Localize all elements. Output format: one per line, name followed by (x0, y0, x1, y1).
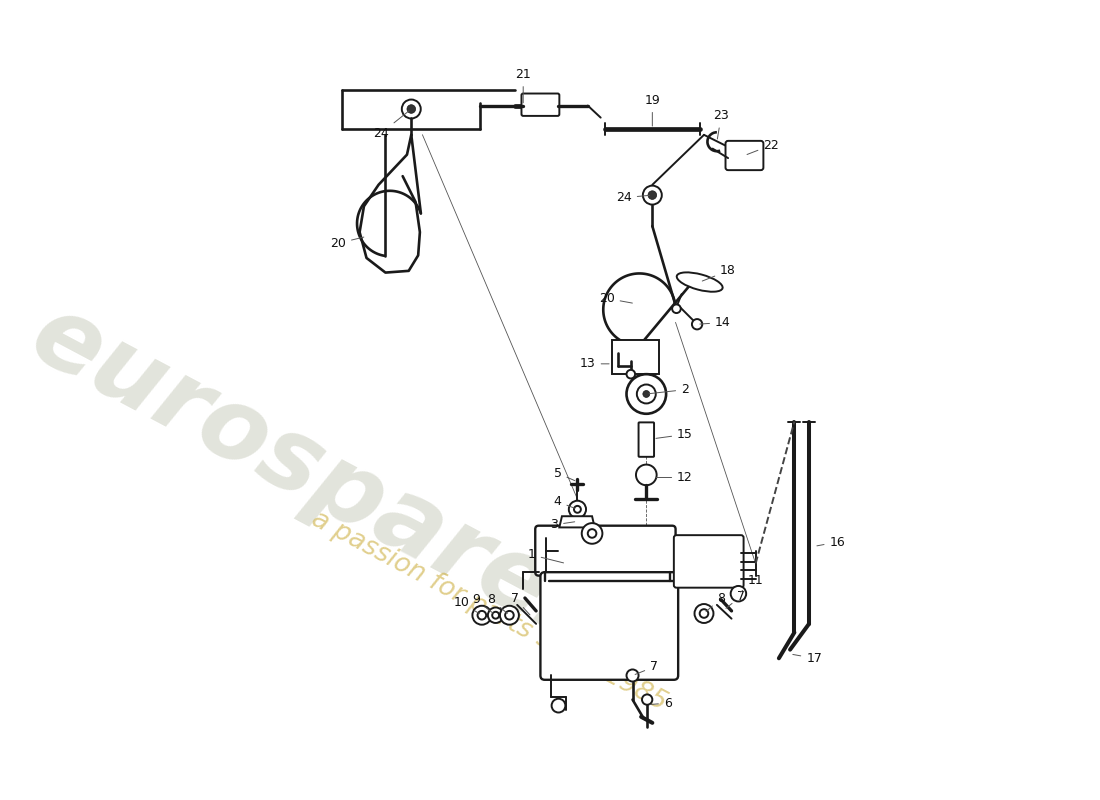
Text: 3: 3 (550, 518, 574, 531)
Text: 5: 5 (553, 466, 575, 481)
Circle shape (492, 612, 499, 618)
Text: 8: 8 (487, 594, 507, 614)
Circle shape (627, 670, 639, 682)
Circle shape (551, 698, 565, 713)
Text: 11: 11 (740, 574, 763, 592)
Text: 10: 10 (453, 596, 480, 614)
Circle shape (402, 99, 420, 118)
FancyBboxPatch shape (521, 94, 560, 116)
Text: 9: 9 (472, 594, 494, 614)
Circle shape (477, 611, 486, 619)
Text: 24: 24 (616, 191, 650, 204)
Polygon shape (560, 516, 595, 527)
Text: 8: 8 (706, 591, 725, 612)
FancyBboxPatch shape (726, 141, 763, 170)
Circle shape (730, 586, 746, 602)
Text: 24: 24 (373, 110, 409, 140)
Circle shape (692, 319, 702, 330)
Circle shape (627, 374, 667, 414)
Circle shape (637, 385, 656, 403)
Text: 14: 14 (700, 316, 730, 329)
Text: 17: 17 (793, 652, 822, 665)
Circle shape (488, 607, 504, 623)
Text: eurospares: eurospares (14, 286, 618, 669)
Text: 20: 20 (598, 292, 632, 305)
Text: 13: 13 (580, 358, 609, 370)
Text: 2: 2 (649, 383, 689, 396)
Ellipse shape (676, 272, 723, 292)
Circle shape (642, 390, 650, 398)
Bar (612, 340, 659, 374)
Text: 1: 1 (528, 549, 563, 563)
Text: 7: 7 (726, 590, 745, 608)
Circle shape (700, 609, 708, 618)
Circle shape (505, 611, 514, 619)
Text: 12: 12 (656, 471, 693, 484)
Circle shape (642, 186, 662, 205)
Circle shape (627, 370, 635, 378)
Circle shape (569, 501, 586, 518)
Circle shape (500, 606, 519, 625)
Circle shape (587, 529, 596, 538)
Circle shape (648, 191, 657, 199)
Text: 19: 19 (645, 94, 660, 126)
Text: 7: 7 (510, 591, 530, 615)
Circle shape (694, 604, 714, 623)
FancyBboxPatch shape (674, 535, 744, 588)
Text: 6: 6 (650, 697, 672, 710)
Text: 15: 15 (656, 428, 693, 441)
FancyBboxPatch shape (540, 572, 679, 680)
Text: 4: 4 (553, 495, 575, 508)
Text: a passion for parts since 1985: a passion for parts since 1985 (307, 506, 671, 716)
FancyBboxPatch shape (536, 526, 675, 576)
Circle shape (642, 694, 652, 705)
Text: 22: 22 (747, 138, 779, 154)
Text: 7: 7 (635, 660, 658, 674)
Circle shape (574, 506, 581, 513)
Circle shape (472, 606, 492, 625)
Circle shape (582, 523, 603, 544)
FancyBboxPatch shape (639, 422, 654, 457)
Text: 18: 18 (702, 264, 736, 281)
Circle shape (407, 105, 416, 114)
Text: 20: 20 (330, 237, 364, 250)
Circle shape (636, 465, 657, 486)
Text: 23: 23 (713, 110, 729, 139)
Circle shape (672, 305, 681, 313)
Text: 21: 21 (515, 68, 531, 102)
Text: 16: 16 (817, 535, 845, 549)
